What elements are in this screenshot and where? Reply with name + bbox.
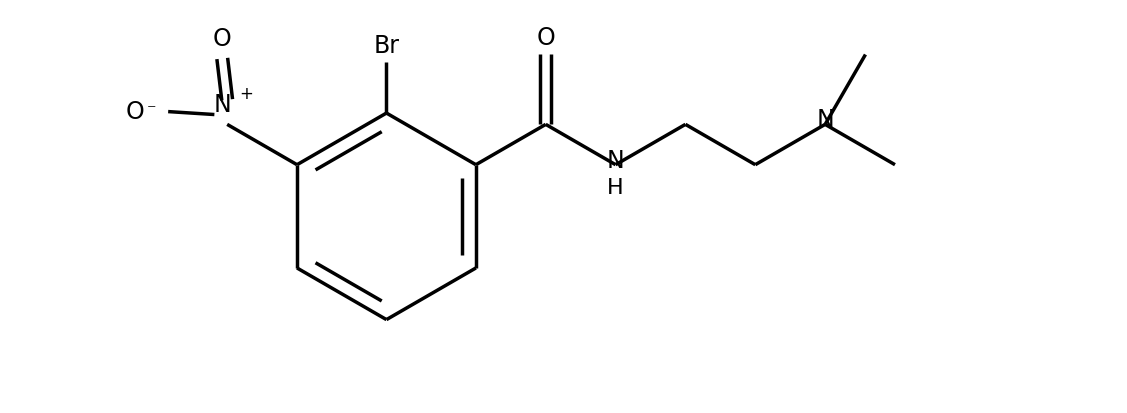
Text: H: H <box>607 178 624 198</box>
Text: +: + <box>239 85 252 103</box>
Text: N: N <box>606 149 624 173</box>
Text: N: N <box>213 93 231 117</box>
Text: O: O <box>126 100 144 123</box>
Text: ⁻: ⁻ <box>147 102 157 121</box>
Text: Br: Br <box>373 34 399 58</box>
Text: O: O <box>213 26 232 51</box>
Text: O: O <box>536 26 556 50</box>
Text: N: N <box>816 109 834 133</box>
